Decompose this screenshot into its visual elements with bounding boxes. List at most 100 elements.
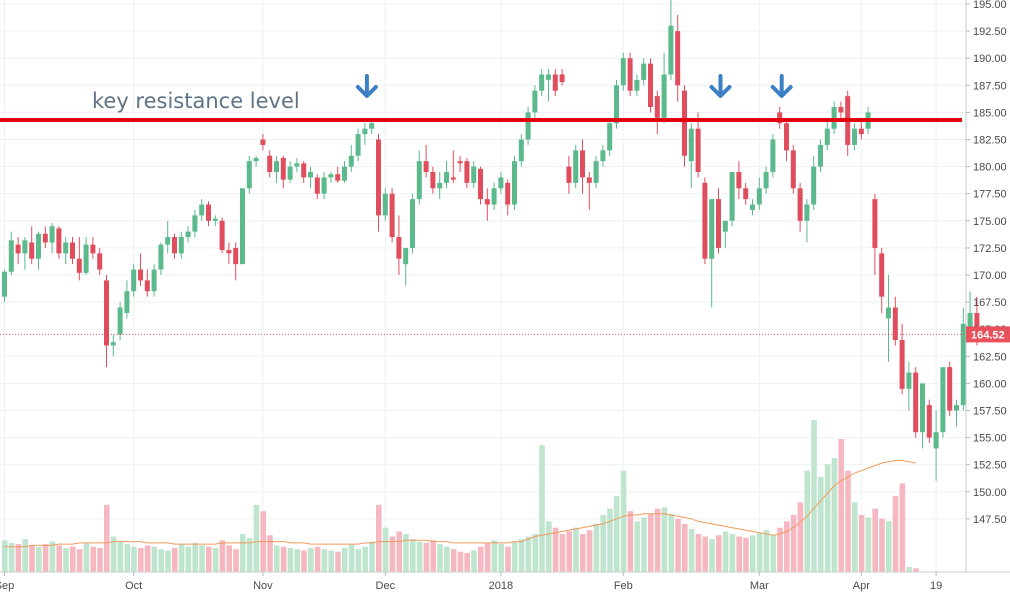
- candle: [185, 226, 191, 243]
- candle-body: [144, 280, 150, 292]
- volume-bar: [464, 553, 470, 572]
- candle-body: [797, 188, 803, 221]
- candle-body: [498, 177, 504, 189]
- volume-bar: [49, 541, 56, 572]
- candle: [770, 134, 776, 178]
- volume-bar: [423, 542, 430, 572]
- candle: [886, 275, 891, 362]
- candle-body: [471, 166, 477, 183]
- volume-bar: [600, 515, 606, 572]
- candle-body: [219, 220, 225, 251]
- volume-bar: [178, 544, 185, 572]
- volume-bar: [906, 566, 912, 572]
- candle-body: [76, 258, 82, 273]
- candle: [206, 201, 211, 227]
- candle: [342, 161, 347, 183]
- candle-body: [444, 172, 449, 183]
- candle: [777, 106, 783, 129]
- volume-bar: [566, 531, 572, 572]
- candle-body: [450, 177, 456, 180]
- candle-body: [138, 269, 143, 281]
- candle: [124, 280, 130, 319]
- candle-body: [308, 172, 313, 178]
- candle: [593, 155, 599, 189]
- candle: [539, 69, 545, 97]
- candle-body: [947, 367, 953, 411]
- volume-bar: [396, 531, 402, 572]
- candle-body: [267, 155, 273, 173]
- candle: [267, 150, 273, 178]
- candle-body: [614, 85, 619, 124]
- candle-body: [2, 271, 7, 297]
- volume-bar: [736, 536, 742, 572]
- volume-bar: [886, 521, 892, 572]
- volume-bar: [852, 502, 858, 572]
- candle: [423, 144, 429, 178]
- volume-bar: [335, 551, 341, 572]
- candle: [49, 222, 55, 254]
- candle: [76, 237, 82, 281]
- candle-body: [627, 58, 633, 91]
- candle-body: [920, 383, 925, 433]
- candle: [246, 155, 252, 194]
- candle: [15, 237, 21, 265]
- candle-body: [512, 161, 517, 205]
- candle-body: [260, 139, 266, 145]
- candle-body: [110, 342, 116, 346]
- candle: [97, 247, 103, 275]
- time-tick-label: Sep: [0, 580, 14, 592]
- price-tick-label: 187.50: [973, 80, 1007, 92]
- candle-body: [872, 199, 878, 248]
- candle: [321, 172, 327, 200]
- volume-bar: [750, 535, 756, 572]
- candle: [484, 188, 490, 221]
- candle: [70, 237, 75, 265]
- volume-bar: [471, 550, 477, 572]
- price-tick-label: 170.00: [973, 270, 1007, 282]
- down-arrow-icon: [355, 74, 378, 98]
- candle-body: [42, 233, 48, 243]
- candle: [702, 177, 708, 265]
- price-tick-label: 162.50: [973, 351, 1007, 363]
- candle: [444, 161, 449, 189]
- volume-bar: [328, 550, 334, 572]
- volume-bar: [15, 544, 22, 572]
- volume-bar: [593, 523, 600, 572]
- candle-body: [634, 79, 640, 91]
- candle: [954, 399, 959, 427]
- candle: [913, 367, 919, 438]
- candle-body: [416, 161, 422, 200]
- candle-body: [913, 372, 919, 433]
- candle: [389, 188, 395, 243]
- volume-bar: [661, 507, 668, 572]
- candle: [784, 117, 789, 162]
- candle: [722, 220, 728, 248]
- volume-bar: [634, 521, 640, 572]
- candle-body: [892, 307, 898, 341]
- candle-body: [124, 291, 130, 313]
- volume-bar: [185, 546, 192, 572]
- candle: [688, 123, 694, 189]
- volume-bar: [478, 546, 484, 572]
- candle: [709, 199, 715, 308]
- candle: [920, 383, 925, 449]
- volume-bar: [804, 470, 810, 572]
- volume-bar: [709, 539, 715, 572]
- candle-body: [376, 139, 381, 216]
- candle-body: [63, 242, 69, 254]
- price-tick-label: 175.00: [973, 216, 1007, 228]
- candle: [233, 242, 239, 281]
- candle: [226, 242, 232, 265]
- volume-bar: [8, 542, 15, 572]
- candle-body: [226, 250, 232, 254]
- price-tick-label: 180.00: [973, 162, 1007, 174]
- candle-body: [967, 312, 973, 330]
- volume-bar: [668, 513, 674, 572]
- candle-body: [886, 307, 891, 319]
- candle: [668, 0, 674, 80]
- candle-body: [185, 231, 191, 238]
- candle-body: [158, 244, 164, 270]
- candle: [464, 157, 470, 189]
- candle: [627, 52, 633, 97]
- candle: [899, 323, 905, 395]
